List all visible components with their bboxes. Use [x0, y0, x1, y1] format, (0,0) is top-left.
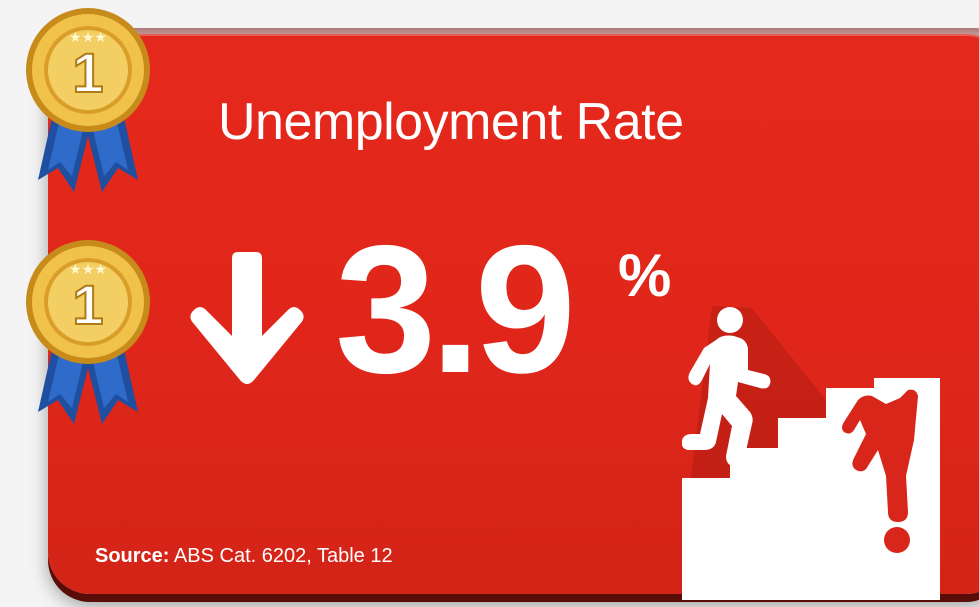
arrow-down-icon — [190, 252, 304, 384]
medal-rank: 1 — [72, 273, 103, 336]
falling-figure-icon — [842, 389, 918, 553]
source-line: Source: ABS Cat. 6202, Table 12 — [95, 545, 393, 568]
stairs-climbing-falling-icon — [682, 306, 940, 600]
svg-text:★★★: ★★★ — [69, 30, 107, 46]
climbing-figure-icon — [682, 307, 771, 467]
unemployment-value: 3.9 — [335, 207, 576, 411]
source-label: Source: — [95, 545, 170, 567]
svg-text:★★★: ★★★ — [69, 262, 107, 278]
source-text: ABS Cat. 6202, Table 12 — [169, 545, 393, 567]
medal-rank: 1 — [72, 41, 103, 104]
card-title: Unemployment Rate — [218, 93, 684, 151]
gold-medal-icon: 1 ★★★ — [26, 240, 150, 424]
percent-unit: % — [618, 242, 672, 309]
gold-medal-icon: 1 ★★★ — [26, 8, 150, 192]
